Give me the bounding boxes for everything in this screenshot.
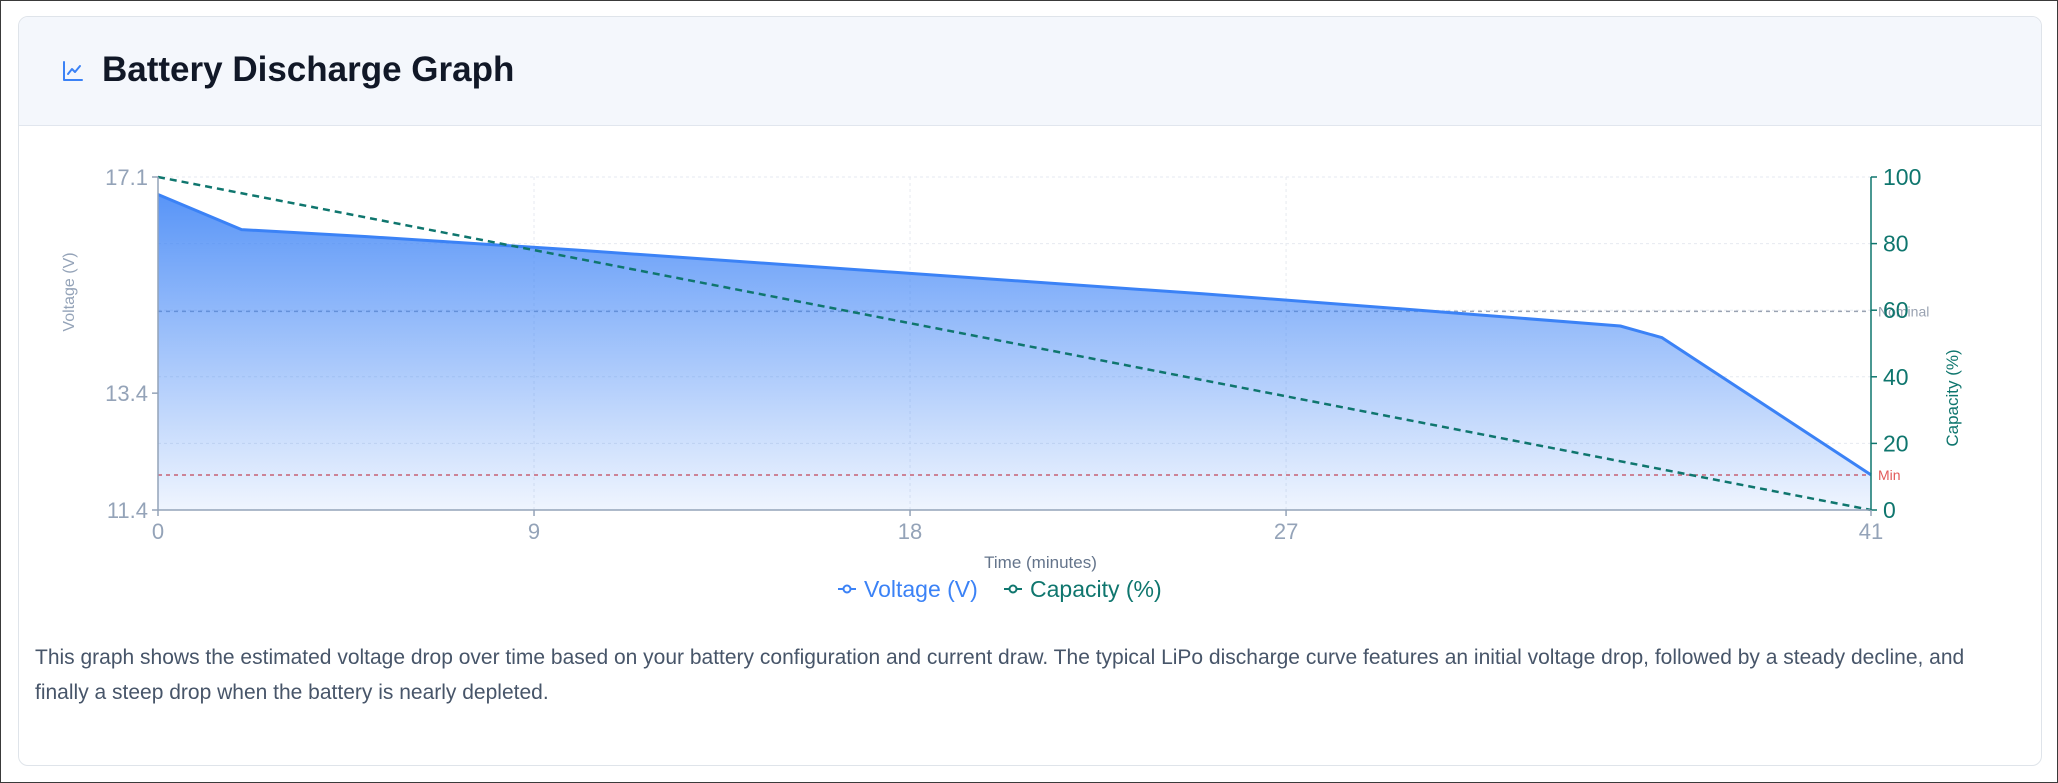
- x-axis-title: Time (minutes): [984, 553, 1097, 572]
- y-axis-title: Voltage (V): [61, 252, 78, 331]
- x-tick-label: 27: [1274, 519, 1298, 544]
- capacity-line: [157, 175, 1872, 512]
- series: [157, 175, 1872, 512]
- x-tick-label: 9: [528, 519, 540, 544]
- legend-label-capacity: Capacity (%): [1030, 576, 1162, 602]
- reference-label-nominal: Nominal: [1878, 303, 1929, 319]
- legend[interactable]: Voltage (V) Capacity (%): [838, 576, 1162, 602]
- x-tick-label: 0: [152, 519, 164, 544]
- y2-tick-label: 40: [1883, 364, 1909, 390]
- reference-label-min: Min: [1878, 467, 1901, 483]
- voltage-area: [158, 194, 1871, 510]
- y2-tick-label: 80: [1883, 231, 1909, 257]
- axes: [152, 176, 1877, 516]
- graph-description: This graph shows the estimated voltage d…: [35, 646, 1965, 704]
- legend-label-voltage: Voltage (V): [864, 576, 978, 602]
- y2-tick-label: 0: [1883, 497, 1896, 523]
- y2-tick-label: 20: [1883, 430, 1909, 456]
- y2-tick-label: 100: [1883, 164, 1921, 190]
- legend-marker-capacity: [1008, 584, 1018, 594]
- y-tick-label: 13.4: [105, 381, 148, 406]
- card-header: Battery Discharge Graph: [19, 17, 2041, 126]
- voltage-line: [157, 193, 1872, 477]
- y2-tick-label: 60: [1883, 297, 1909, 323]
- y-tick-label: 11.4: [107, 498, 148, 523]
- card-title: Battery Discharge Graph: [102, 50, 515, 89]
- legend-marker-voltage: [842, 584, 852, 594]
- line-chart-icon: [63, 61, 83, 81]
- x-tick-label: 18: [898, 519, 922, 544]
- y2-axis-title: Capacity (%): [1943, 349, 1962, 446]
- y-tick-label: 17.1: [105, 165, 148, 190]
- x-tick-label: 41: [1859, 519, 1883, 544]
